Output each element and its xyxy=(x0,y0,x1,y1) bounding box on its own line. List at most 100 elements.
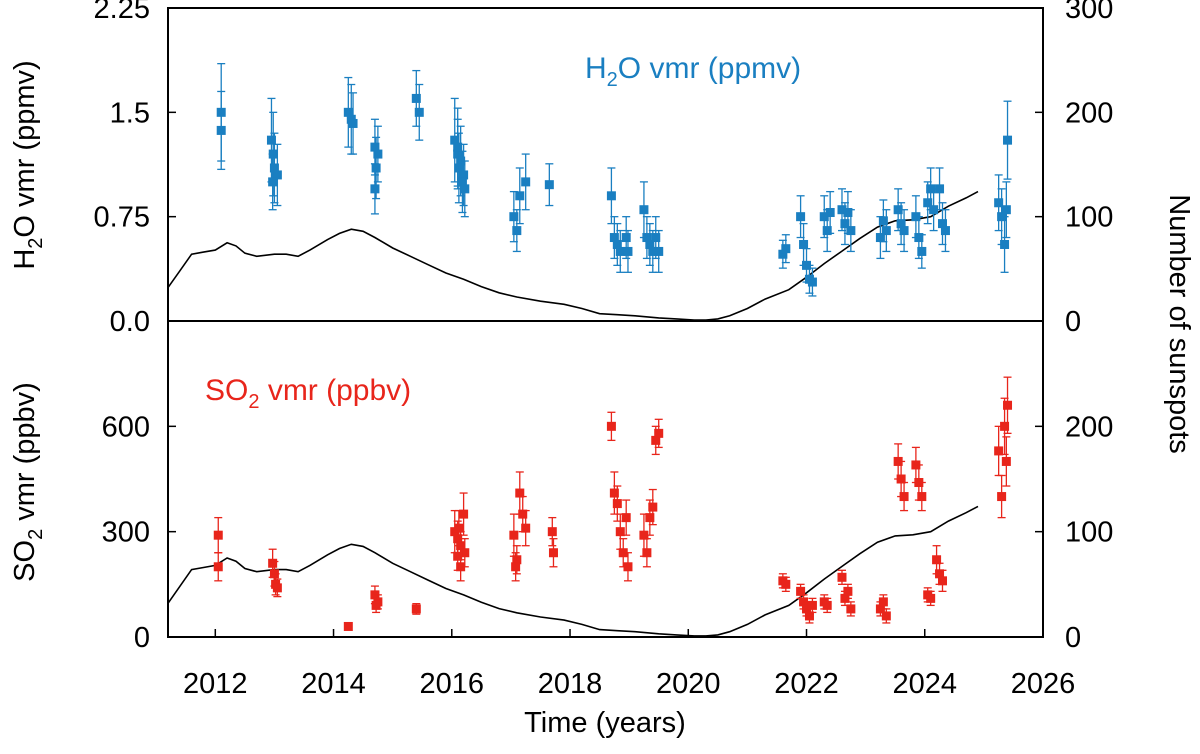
top-sunspot-line xyxy=(167,190,979,321)
marker xyxy=(609,488,619,498)
marker xyxy=(414,107,424,117)
marker xyxy=(994,198,1004,208)
marker xyxy=(343,621,353,631)
top-data-point xyxy=(654,229,664,273)
top-h2o-points xyxy=(216,62,1013,297)
marker xyxy=(615,246,625,256)
marker xyxy=(548,548,558,558)
bottom-panel-frame xyxy=(167,320,1044,638)
marker xyxy=(615,527,625,537)
marker xyxy=(881,611,891,621)
marker xyxy=(453,534,463,544)
top-data-point xyxy=(348,92,358,155)
marker xyxy=(268,558,278,568)
marker xyxy=(825,207,835,217)
marker xyxy=(459,509,469,519)
bottom-data-point xyxy=(511,552,521,582)
bottom-data-point xyxy=(623,552,633,582)
top-data-point xyxy=(414,83,424,141)
marker xyxy=(796,586,806,596)
marker xyxy=(456,562,466,572)
bottom-data-point xyxy=(997,474,1007,519)
bottom-data-point xyxy=(371,597,381,614)
marker xyxy=(796,212,806,222)
marker xyxy=(518,509,528,519)
marker xyxy=(642,548,652,558)
marker xyxy=(1003,135,1013,145)
bottom-data-point xyxy=(937,569,947,593)
marker xyxy=(454,523,464,533)
bottom-data-point xyxy=(453,541,463,571)
marker xyxy=(272,583,282,593)
bottom-data-point xyxy=(881,608,891,624)
top-data-point xyxy=(623,229,633,273)
bottom-data-point xyxy=(521,509,531,547)
marker xyxy=(457,177,467,187)
top-right-tick-label: 100 xyxy=(1065,202,1113,234)
marker xyxy=(623,246,633,256)
bottom-right-tick-label: 100 xyxy=(1065,517,1113,549)
marker xyxy=(266,135,276,145)
bottom-data-point xyxy=(807,597,817,614)
marker xyxy=(778,249,788,259)
marker xyxy=(843,207,853,217)
marker xyxy=(621,233,631,243)
top-data-point xyxy=(917,234,927,269)
bottom-data-point xyxy=(837,569,847,585)
marker xyxy=(459,170,469,180)
marker xyxy=(837,205,847,215)
bottom-data-point xyxy=(213,552,223,582)
bottom-data-point xyxy=(648,488,658,526)
marker xyxy=(515,488,525,498)
marker xyxy=(846,226,856,236)
marker xyxy=(460,184,470,194)
bottom-data-point xyxy=(899,481,909,512)
marker xyxy=(896,474,906,484)
marker xyxy=(935,569,945,579)
marker xyxy=(371,600,381,610)
bottom-data-point xyxy=(843,583,853,600)
bottom-data-point xyxy=(621,499,631,536)
marker xyxy=(612,239,622,249)
top-left-tick-label: 0.75 xyxy=(94,202,150,234)
marker xyxy=(893,205,903,215)
x-tick-label: 2016 xyxy=(420,668,485,700)
marker xyxy=(875,233,885,243)
top-data-point xyxy=(881,209,891,253)
marker xyxy=(512,226,522,236)
bottom-data-point xyxy=(846,601,856,617)
x-tick-label: 2020 xyxy=(656,668,721,700)
bottom-data-point xyxy=(1003,376,1013,435)
marker xyxy=(609,233,619,243)
marker xyxy=(623,562,633,572)
top-data-point xyxy=(615,229,625,273)
bottom-data-point xyxy=(411,602,421,615)
marker xyxy=(648,246,658,256)
marker xyxy=(512,555,522,565)
bottom-data-point xyxy=(548,538,558,568)
bottom-data-point xyxy=(917,481,927,512)
marker xyxy=(926,593,936,603)
top-data-point xyxy=(846,209,856,253)
x-tick-label: 2022 xyxy=(774,668,839,700)
marker xyxy=(216,125,226,135)
marker xyxy=(511,562,521,572)
marker xyxy=(937,219,947,229)
marker xyxy=(509,530,519,540)
marker xyxy=(807,277,817,287)
x-tick-label: 2024 xyxy=(892,668,957,700)
top-left-tick-label: 1.5 xyxy=(110,97,150,129)
marker xyxy=(521,177,531,187)
marker xyxy=(822,600,832,610)
marker xyxy=(509,212,519,222)
marker xyxy=(896,219,906,229)
top-data-point xyxy=(899,209,909,253)
marker xyxy=(1000,421,1010,431)
marker xyxy=(1003,400,1013,410)
bottom-data-point xyxy=(994,425,1004,477)
marker xyxy=(846,604,856,614)
marker xyxy=(822,226,832,236)
bottom-data-point xyxy=(642,538,652,568)
top-data-point xyxy=(411,69,421,127)
top-data-point xyxy=(825,190,835,235)
